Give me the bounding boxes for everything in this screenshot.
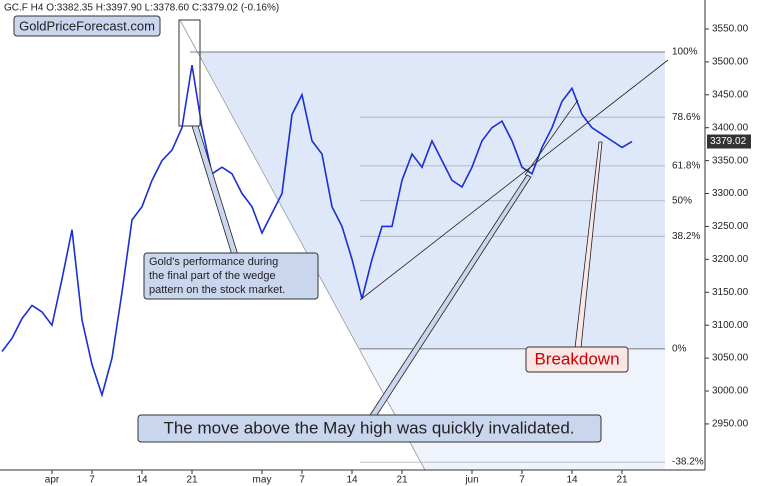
- y-tick-label: 3200.00: [712, 254, 749, 265]
- callout-box: [143, 252, 319, 300]
- price-line: [1, 65, 633, 398]
- y-tick-label: 2950.00: [712, 419, 749, 430]
- fib-label: 78.6%: [672, 112, 700, 123]
- y-tick-label: 3350.00: [712, 155, 749, 166]
- y-tick-label: 3300.00: [712, 188, 749, 199]
- price-tag: [707, 134, 751, 149]
- x-tick-label: 7: [299, 475, 305, 486]
- x-tick-label: jun: [464, 475, 478, 486]
- annotation: Gold's performance during: [149, 256, 278, 268]
- price-tag-label: 3379.02: [710, 136, 747, 147]
- x-tick-label: 21: [616, 475, 628, 486]
- annotation: the final part of the wedge: [149, 270, 276, 282]
- fib-label: -38.2%: [672, 457, 704, 468]
- callout-arrow: [191, 125, 239, 256]
- fib-label: 38.2%: [672, 231, 700, 242]
- x-tick-label: 21: [396, 475, 408, 486]
- callout-box: [137, 414, 602, 443]
- annotation: The move above the May high was quickly …: [163, 418, 574, 437]
- fib-label: 0%: [672, 344, 687, 355]
- trend-line: [359, 59, 669, 301]
- y-tick-label: 3100.00: [712, 320, 749, 331]
- x-tick-label: 7: [89, 475, 95, 486]
- x-tick-label: 21: [186, 475, 198, 486]
- x-tick-label: 14: [566, 475, 578, 486]
- fib-label: 61.8%: [672, 161, 700, 172]
- watermark-box: [13, 15, 161, 37]
- annotation: Breakdown: [534, 349, 619, 368]
- y-tick-label: 3550.00: [712, 24, 749, 35]
- annotation: pattern on the stock market.: [149, 284, 285, 296]
- y-tick-label: 3150.00: [712, 287, 749, 298]
- trend-line: [524, 99, 579, 176]
- callout-box: [525, 346, 629, 373]
- fib-label: 50%: [672, 195, 692, 206]
- y-tick-label: 3250.00: [712, 221, 749, 232]
- watermark: GoldPriceForecast.com: [19, 18, 155, 33]
- y-tick-label: 3050.00: [712, 353, 749, 364]
- y-tick-label: 3400.00: [712, 122, 749, 133]
- y-tick-label: 3000.00: [712, 386, 749, 397]
- x-tick-label: may: [253, 475, 272, 486]
- highlight-box: [178, 19, 201, 127]
- y-tick-label: 3450.00: [712, 89, 749, 100]
- x-tick-label: 7: [519, 475, 525, 486]
- fib-label: 100%: [672, 47, 698, 58]
- x-tick-label: 14: [346, 475, 358, 486]
- chart-title: GC.F H4 O:3382.35 H:3397.90 L:3378.60 C:…: [4, 3, 279, 14]
- x-tick-label: apr: [45, 475, 60, 486]
- y-tick-label: 3500.00: [712, 57, 749, 68]
- x-tick-label: 14: [136, 475, 148, 486]
